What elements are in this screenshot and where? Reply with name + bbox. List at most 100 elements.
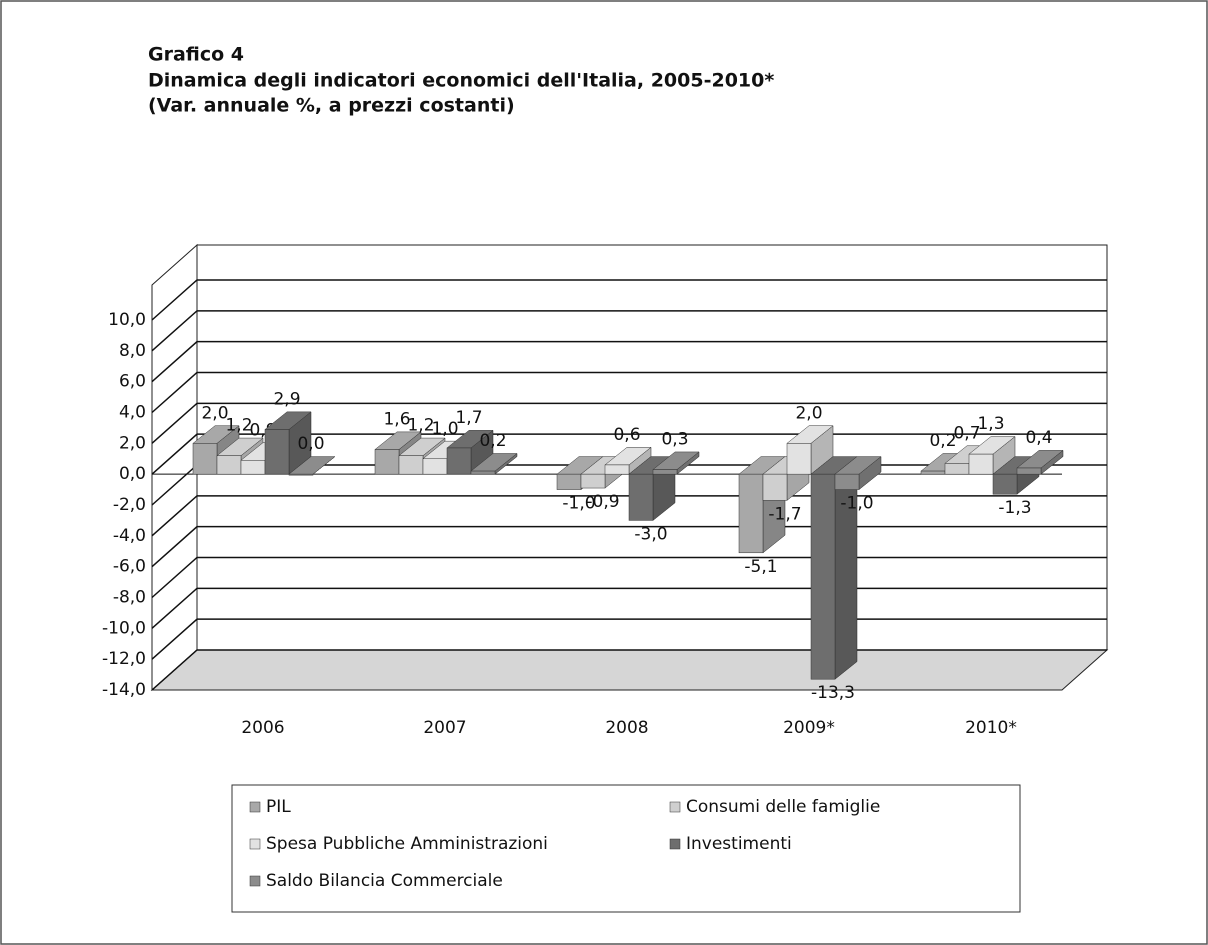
y-tick-label: 2,0 xyxy=(119,433,146,453)
bar xyxy=(604,446,652,475)
legend-swatch xyxy=(669,801,681,813)
bar xyxy=(786,425,834,475)
bar xyxy=(288,456,336,476)
bar-face xyxy=(762,473,788,501)
legend-label: Spesa Pubbliche Amministrazioni xyxy=(266,834,548,854)
data-label: -1,0 xyxy=(562,494,595,514)
bar-face xyxy=(810,473,836,680)
bar-face xyxy=(288,473,314,476)
y-tick-label: 0,0 xyxy=(119,464,146,484)
chart-subtitle: Dinamica degli indicatori economici dell… xyxy=(148,70,774,92)
data-label: 1,6 xyxy=(383,410,410,430)
bar-face xyxy=(580,473,606,489)
data-label: 0,0 xyxy=(297,434,324,454)
grid-line xyxy=(151,310,1107,352)
grid-line xyxy=(151,556,1107,599)
data-label: 0,2 xyxy=(479,431,506,451)
bar-face xyxy=(738,473,764,554)
data-label: -1,7 xyxy=(768,504,801,524)
grid-line xyxy=(151,279,1107,321)
bar xyxy=(652,451,700,475)
bar-face xyxy=(556,473,582,490)
bar-face xyxy=(1016,467,1042,475)
data-label: 0,2 xyxy=(929,431,956,451)
bar xyxy=(1016,449,1064,475)
legend-swatch xyxy=(669,838,681,850)
legend-swatch xyxy=(249,838,261,850)
bar-face xyxy=(628,473,654,521)
y-tick-label: 8,0 xyxy=(119,341,146,361)
grid-line xyxy=(151,371,1107,414)
bar-face xyxy=(920,470,946,475)
x-tick-label: 2007 xyxy=(423,718,466,738)
y-tick-label: -10,0 xyxy=(102,618,146,638)
bar xyxy=(470,452,518,475)
bar xyxy=(810,456,858,680)
legend-label: Consumi delle famiglie xyxy=(686,797,880,817)
bar-face xyxy=(240,460,266,475)
bar-face xyxy=(470,470,496,475)
grid-line xyxy=(151,525,1107,568)
x-tick-label: 2009* xyxy=(783,718,835,738)
data-label: 2,9 xyxy=(273,389,300,409)
data-label: 0,7 xyxy=(953,423,980,443)
chart-note: (Var. annuale %, a prezzi costanti) xyxy=(148,95,515,117)
legend xyxy=(231,784,1021,913)
bar-face xyxy=(834,456,858,680)
bar-face xyxy=(652,469,678,475)
bar-face xyxy=(264,429,290,475)
data-label: -13,3 xyxy=(811,683,855,703)
y-tick-label: -8,0 xyxy=(113,588,146,608)
bar-face xyxy=(604,464,630,475)
legend-label: PIL xyxy=(266,797,291,817)
floor xyxy=(150,649,1109,691)
data-label: 0,3 xyxy=(661,430,688,450)
data-label: -3,0 xyxy=(634,524,667,544)
grid-line xyxy=(151,340,1107,383)
grid-line xyxy=(151,495,1107,537)
grid-line xyxy=(151,649,1107,691)
bar-face xyxy=(374,449,400,475)
data-label: 2,0 xyxy=(795,403,822,423)
bar-face xyxy=(944,463,970,475)
bar xyxy=(968,436,1016,475)
legend-swatch xyxy=(249,801,261,813)
bar-face xyxy=(786,443,812,475)
data-label: 0,4 xyxy=(1025,428,1052,448)
data-label: 1,2 xyxy=(225,416,252,436)
data-label: -1,3 xyxy=(998,498,1031,518)
y-tick-label: -6,0 xyxy=(113,557,146,577)
data-label: -1,0 xyxy=(840,494,873,514)
y-tick-label: 4,0 xyxy=(119,403,146,423)
y-tick-label: -2,0 xyxy=(113,495,146,515)
bar-face xyxy=(192,443,218,475)
bar-face xyxy=(398,455,424,475)
chart-title: Grafico 4 xyxy=(148,44,244,66)
y-tick-label: 6,0 xyxy=(119,372,146,392)
grid-line xyxy=(151,618,1107,660)
x-tick-label: 2006 xyxy=(241,718,284,738)
data-label: 1,7 xyxy=(455,408,482,428)
data-label: -5,1 xyxy=(744,557,777,577)
x-tick-label: 2010* xyxy=(965,718,1017,738)
y-tick-label: -14,0 xyxy=(102,680,146,700)
data-label: 1,0 xyxy=(431,419,458,439)
data-label: 1,3 xyxy=(977,414,1004,434)
data-label: -0,9 xyxy=(586,492,619,512)
bar-face xyxy=(216,455,242,475)
grid-line xyxy=(151,402,1107,444)
data-label: 1,2 xyxy=(407,416,434,436)
grid-line xyxy=(151,587,1107,629)
legend-label: Saldo Bilancia Commerciale xyxy=(266,871,503,891)
bar xyxy=(834,456,882,491)
x-tick-label: 2008 xyxy=(605,718,648,738)
legend-swatch xyxy=(249,875,261,887)
legend-label: Investimenti xyxy=(686,834,792,854)
bar-face xyxy=(968,453,994,475)
bar-face xyxy=(992,473,1018,495)
bar-face xyxy=(446,447,472,475)
bar-face xyxy=(422,458,448,475)
y-tick-label: -4,0 xyxy=(113,526,146,546)
